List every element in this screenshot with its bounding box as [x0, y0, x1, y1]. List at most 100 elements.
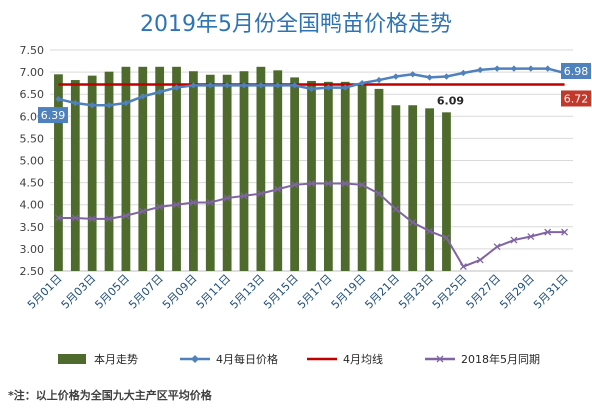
data-point	[392, 205, 400, 213]
data-point	[122, 212, 130, 220]
legend-label: 本月走势	[94, 352, 138, 366]
x-tick-label: 5月23日	[396, 272, 436, 312]
y-tick-label: 7.00	[20, 66, 45, 79]
data-point	[156, 88, 163, 96]
x-tick-label: 5月21日	[362, 272, 402, 312]
data-point	[426, 227, 434, 235]
bar	[172, 66, 181, 272]
data-point	[510, 65, 518, 72]
data-point	[139, 207, 147, 215]
bar	[205, 74, 215, 271]
x-tick-label: 5月17日	[295, 272, 335, 312]
x-tick-label: 5月15日	[261, 272, 301, 312]
data-label: 6.09	[437, 94, 464, 107]
data-point	[443, 234, 450, 242]
chart-footnote: *注：以上价格为全国九大主产区平均价格	[8, 389, 212, 402]
data-label-box: 6.98	[561, 62, 591, 79]
data-point	[375, 190, 383, 198]
x-tick-label: 5月31日	[531, 272, 571, 312]
y-tick-label: 4.00	[20, 199, 45, 212]
bar	[408, 105, 418, 271]
chart-title: 2019年5月份全国鸭苗价格走势	[140, 12, 452, 37]
bar	[138, 66, 148, 272]
legend-marker	[191, 355, 199, 363]
bar	[189, 71, 198, 271]
data-point	[493, 65, 501, 72]
bar	[307, 80, 316, 271]
data-point	[544, 228, 552, 236]
data-point	[139, 93, 146, 100]
data-point	[308, 180, 315, 187]
data-label: 6.72	[564, 92, 589, 105]
data-point	[477, 66, 484, 74]
data-point	[55, 95, 62, 103]
data-point	[476, 256, 484, 264]
x-tick-label: 5月07日	[126, 272, 166, 312]
data-label-box: 6.39	[38, 107, 68, 124]
legend-item: 本月走势	[58, 352, 138, 366]
x-tick-label: 5月27日	[464, 272, 504, 312]
data-point	[291, 181, 299, 189]
bar	[357, 84, 367, 271]
data-point	[207, 82, 214, 89]
data-point	[274, 185, 282, 193]
data-point	[71, 214, 79, 222]
legend-label: 4月每日价格	[216, 352, 278, 366]
legend-label: 2018年5月同期	[461, 352, 540, 366]
bar	[87, 75, 97, 271]
bar	[340, 81, 350, 271]
data-point	[88, 215, 96, 223]
y-tick-label: 3.00	[20, 243, 45, 256]
data-point	[88, 102, 96, 109]
x-tick-label: 5月09日	[160, 272, 200, 312]
data-point	[510, 236, 518, 244]
data-point	[493, 243, 501, 251]
y-tick-label: 4.50	[20, 177, 45, 190]
data-point	[72, 99, 79, 107]
legend-item: 4月每日价格	[180, 352, 278, 366]
data-point	[325, 84, 332, 91]
bar	[155, 66, 165, 272]
x-tick-label: 5月13日	[227, 272, 267, 312]
data-point	[190, 82, 197, 89]
data-point	[156, 203, 164, 211]
bar	[273, 70, 283, 271]
legend-item: 4月均线	[307, 352, 383, 366]
data-point	[223, 194, 231, 202]
data-point	[342, 84, 349, 91]
y-tick-label: 5.00	[20, 155, 45, 168]
bar	[256, 66, 266, 272]
legend-swatch	[58, 354, 86, 364]
bar	[290, 77, 300, 272]
bar	[121, 66, 131, 272]
data-label-bg	[561, 90, 591, 107]
x-tick-label: 5月05日	[92, 272, 132, 312]
data-point	[392, 73, 400, 80]
x-tick-label: 5月11日	[194, 272, 234, 312]
data-point	[375, 76, 383, 84]
data-point	[324, 180, 332, 187]
x-tick-label: 5月25日	[430, 272, 470, 312]
data-point	[544, 65, 551, 72]
data-label: 6.39	[41, 109, 66, 122]
legend-item: 2018年5月同期	[425, 352, 540, 366]
y-tick-label: 6.50	[20, 88, 45, 101]
legend-label: 4月均线	[343, 352, 383, 366]
legend-marker	[436, 355, 444, 363]
data-point	[358, 79, 366, 87]
bar	[425, 108, 434, 272]
data-point	[358, 181, 366, 189]
y-tick-label: 6.00	[20, 110, 45, 123]
data-point	[257, 190, 265, 198]
data-point	[443, 73, 450, 80]
bar	[442, 112, 451, 272]
bar	[222, 74, 232, 271]
data-point	[527, 65, 535, 72]
data-label: 6.98	[564, 65, 589, 78]
data-label-bg	[38, 107, 68, 124]
data-point	[105, 215, 113, 223]
y-tick-label: 3.50	[20, 221, 45, 234]
data-point	[527, 233, 535, 240]
data-label-bg	[561, 62, 591, 79]
